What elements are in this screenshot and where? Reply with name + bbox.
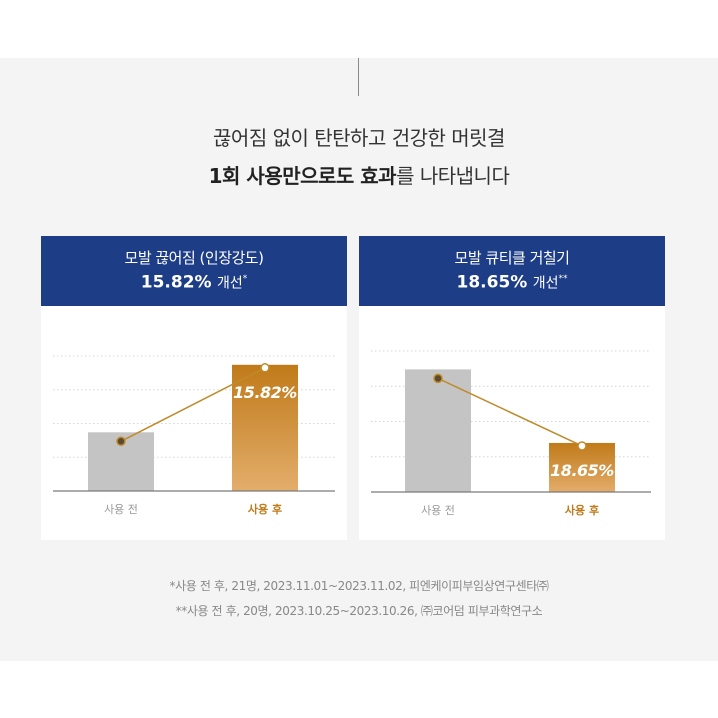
footnote-mark: * <box>242 274 248 284</box>
card-header: 모발 끊어짐 (인장강도) 15.82% 개선* <box>41 236 347 306</box>
category-label-before: 사용 전 <box>421 504 455 517</box>
bar-chart-breakage: 사용 전 15.82% 사용 후 <box>53 355 335 516</box>
trend-line <box>437 377 583 447</box>
bar-value-label: 15.82% <box>233 383 297 402</box>
card-improvement: 개선 <box>216 275 243 292</box>
bar-after <box>549 442 615 492</box>
footnote-1: *사용 전 후, 21명, 2023.11.01~2023.11.02, 피엔케… <box>169 579 549 593</box>
result-card-cuticle: 모발 큐티클 거칠기 18.65% 개선** 사용 전 18.65% 사용 후 <box>359 236 665 540</box>
headline-line-1: 끊어짐 없이 탄탄하고 건강한 머릿결 <box>213 126 505 150</box>
headline-rest-text: 를 나타냅니다 <box>396 164 510 188</box>
bar-value-label: 18.65% <box>550 461 614 480</box>
trend-point <box>116 436 126 447</box>
bar-after <box>232 364 298 491</box>
footnote-2: **사용 전 후, 20명, 2023.10.25~2023.10.26, ㈜코… <box>175 604 543 618</box>
top-divider-line <box>358 58 359 96</box>
category-label-before: 사용 전 <box>104 503 138 516</box>
card-title: 모발 큐티클 거칠기 <box>454 249 570 267</box>
trend-point <box>433 373 443 384</box>
footnote-mark: ** <box>558 274 568 284</box>
category-label-after: 사용 후 <box>248 502 282 516</box>
card-header: 모발 큐티클 거칠기 18.65% 개선** <box>359 236 665 306</box>
result-card-breakage: 모발 끊어짐 (인장강도) 15.82% 개선* 사용 전 15.82% 사용 후 <box>41 236 347 540</box>
trend-point <box>577 441 587 451</box>
headline-bold-text: 1회 사용만으로도 효과 <box>208 164 397 188</box>
card-result: 15.82% 개선* <box>41 268 347 295</box>
card-result: 18.65% 개선** <box>359 268 665 295</box>
trend-line <box>120 367 266 442</box>
card-percent: 18.65% <box>456 272 528 293</box>
headline-line-2: 1회 사용만으로도 효과를 나타냅니다 <box>0 160 718 189</box>
category-label-after: 사용 후 <box>565 503 599 517</box>
card-percent: 15.82% <box>140 272 212 293</box>
card-improvement: 개선 <box>532 275 559 292</box>
card-title: 모발 끊어짐 (인장강도) <box>124 249 264 267</box>
trend-point <box>260 363 270 373</box>
bar-chart-cuticle: 사용 전 18.65% 사용 후 <box>371 350 651 517</box>
bar-before <box>405 369 471 492</box>
